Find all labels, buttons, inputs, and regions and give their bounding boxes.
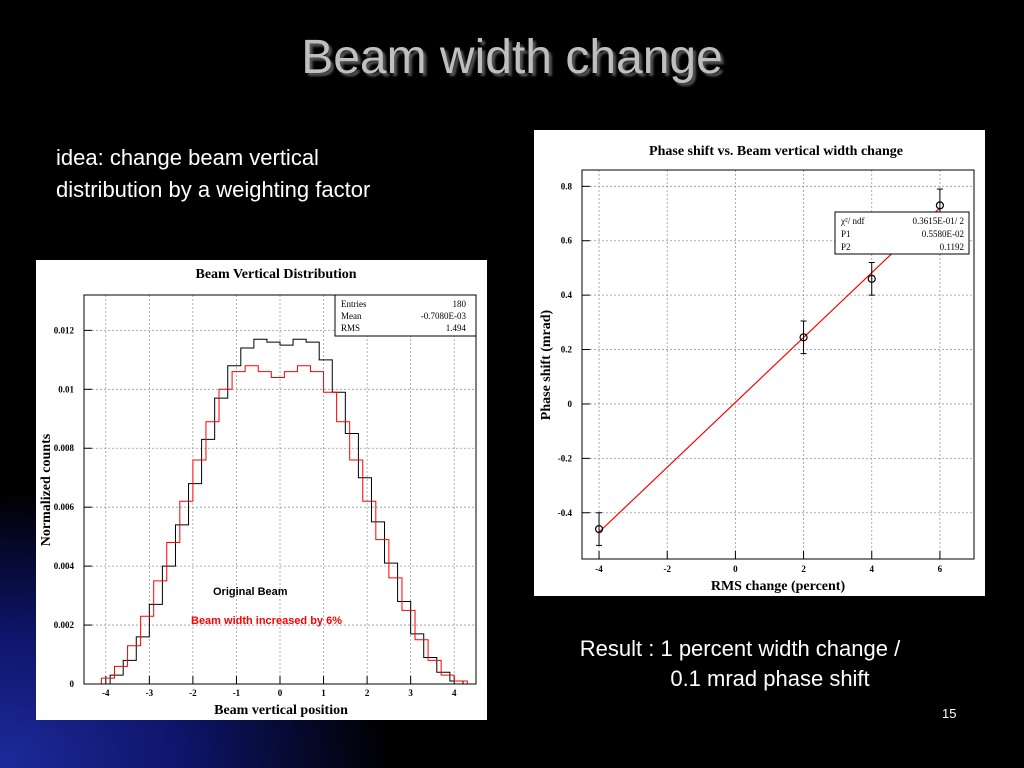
slide-title: Beam width change <box>301 31 723 84</box>
series-increased-beam <box>88 365 468 685</box>
right-y-tick-label: 0.8 <box>561 181 573 191</box>
left-y-tick-label: 0.002 <box>54 620 75 630</box>
data-point <box>867 274 876 283</box>
left-series <box>88 338 468 685</box>
beam-distribution-plot: Beam Vertical Distribution -4 -3 -2 -1 0 1 2 3 4… <box>36 260 487 720</box>
legend-original-beam: Original Beam <box>213 586 288 598</box>
left-y-tick-label: 0.01 <box>58 384 74 394</box>
fit-value-chi2: 0.3615E-01/ 2 <box>913 216 965 226</box>
left-x-tick-label: 3 <box>408 688 413 698</box>
right-plot-frame <box>581 169 975 560</box>
idea-line-2: distribution by a weighting factor <box>56 177 371 202</box>
data-point <box>935 201 945 210</box>
left-x-tick-label: 1 <box>321 688 326 698</box>
right-y-tick-label: 0.6 <box>561 236 573 246</box>
result-line-1: Result : 1 percent width change / <box>579 636 901 661</box>
left-y-axis-label: Normalized counts <box>39 433 54 546</box>
stats-label-mean: Mean <box>341 311 362 321</box>
fit-parameter-box: χ²/ ndf 0.3615E-01/ 2 P1 0.5580E-02 P2 0… <box>834 211 970 255</box>
left-y-tick-label: 0.008 <box>54 443 75 453</box>
left-chart-title: Beam Vertical Distribution <box>196 267 357 282</box>
stats-value-mean: -0.7080E-03 <box>421 311 467 321</box>
fit-label-p2: P2 <box>841 242 851 252</box>
left-x-tick-label: -4 <box>102 688 110 698</box>
left-x-tick-label: 0 <box>278 688 283 698</box>
fit-label-chi2: χ²/ ndf <box>840 216 864 226</box>
left-y-tick-label: 0 <box>70 679 75 689</box>
slide-number: 15 <box>942 706 957 721</box>
left-x-tick-label: -3 <box>146 688 154 698</box>
right-x-axis-label: RMS change (percent) <box>711 579 846 594</box>
right-y-tick-label: 0.4 <box>561 290 573 300</box>
result-line-2: 0.1 mrad phase shift <box>670 666 870 691</box>
right-x-tick-label: -2 <box>663 564 671 574</box>
right-y-axis-label: Phase shift (mrad) <box>539 309 554 420</box>
right-x-tick-label: -4 <box>595 564 603 574</box>
right-x-tick-label: 0 <box>733 564 738 574</box>
left-x-tick-label: 2 <box>365 688 370 698</box>
beam-distribution-svg: Beam Vertical Distribution -4 -3 -2 -1 0 1 2 3 4… <box>39 267 477 718</box>
legend-increased-beam: Beam width increased by 6% <box>191 615 342 627</box>
left-y-tick-label: 0.004 <box>54 561 75 571</box>
right-x-tick-label: 6 <box>938 564 943 574</box>
fit-box-frame <box>834 211 970 255</box>
fit-label-p1: P1 <box>841 229 851 239</box>
fit-line <box>598 207 941 533</box>
right-y-tick-label: 0 <box>568 399 573 409</box>
phase-shift-plot: Phase shift vs. Beam vertical width chan… <box>534 130 985 596</box>
right-chart-title: Phase shift vs. Beam vertical width chan… <box>649 144 903 159</box>
left-x-tick-label: 4 <box>452 688 457 698</box>
right-y-tick-label: 0.2 <box>561 345 573 355</box>
right-x-tick-label: 4 <box>869 564 874 574</box>
right-fit <box>598 207 941 533</box>
left-ticks: -4 -3 -2 -1 0 1 2 3 4 0 0.002 0.004 0.006 0.008 0.01 0.… <box>54 325 457 698</box>
result-text: Result : 1 percent width change / 0.1 mr… <box>540 634 940 694</box>
left-plot-frame <box>83 294 477 685</box>
data-point <box>594 524 604 534</box>
stats-value-entries: 180 <box>453 299 467 309</box>
left-y-tick-label: 0.006 <box>54 502 75 512</box>
right-y-tick-label: -0.4 <box>558 508 573 518</box>
left-x-axis-label: Beam vertical position <box>214 703 348 718</box>
data-point <box>799 333 808 342</box>
left-x-tick-label: -2 <box>189 688 197 698</box>
series-original-beam <box>97 338 464 685</box>
left-stats-box: Entries 180 Mean -0.7080E-03 RMS 1.494 <box>334 294 477 337</box>
left-x-tick-label: -1 <box>233 688 241 698</box>
stats-value-rms: 1.494 <box>446 323 467 333</box>
idea-text: idea: change beam vertical distribution … <box>56 142 496 206</box>
stats-label-entries: Entries <box>341 299 367 309</box>
phase-shift-svg: Phase shift vs. Beam vertical width chan… <box>539 144 975 594</box>
stats-box-frame <box>334 294 477 337</box>
right-ticks: -4 -2 0 2 4 6 -0.4 -0.2 0 0.2 0.4 0.6 0.8 <box>558 181 943 574</box>
left-y-tick-label: 0.012 <box>54 325 75 335</box>
idea-line-1: idea: change beam vertical <box>56 145 319 170</box>
fit-value-p2: 0.1192 <box>940 242 964 252</box>
stats-label-rms: RMS <box>341 323 360 333</box>
fit-value-p1: 0.5580E-02 <box>922 229 964 239</box>
right-x-tick-label: 2 <box>801 564 806 574</box>
right-y-tick-label: -0.2 <box>558 453 573 463</box>
